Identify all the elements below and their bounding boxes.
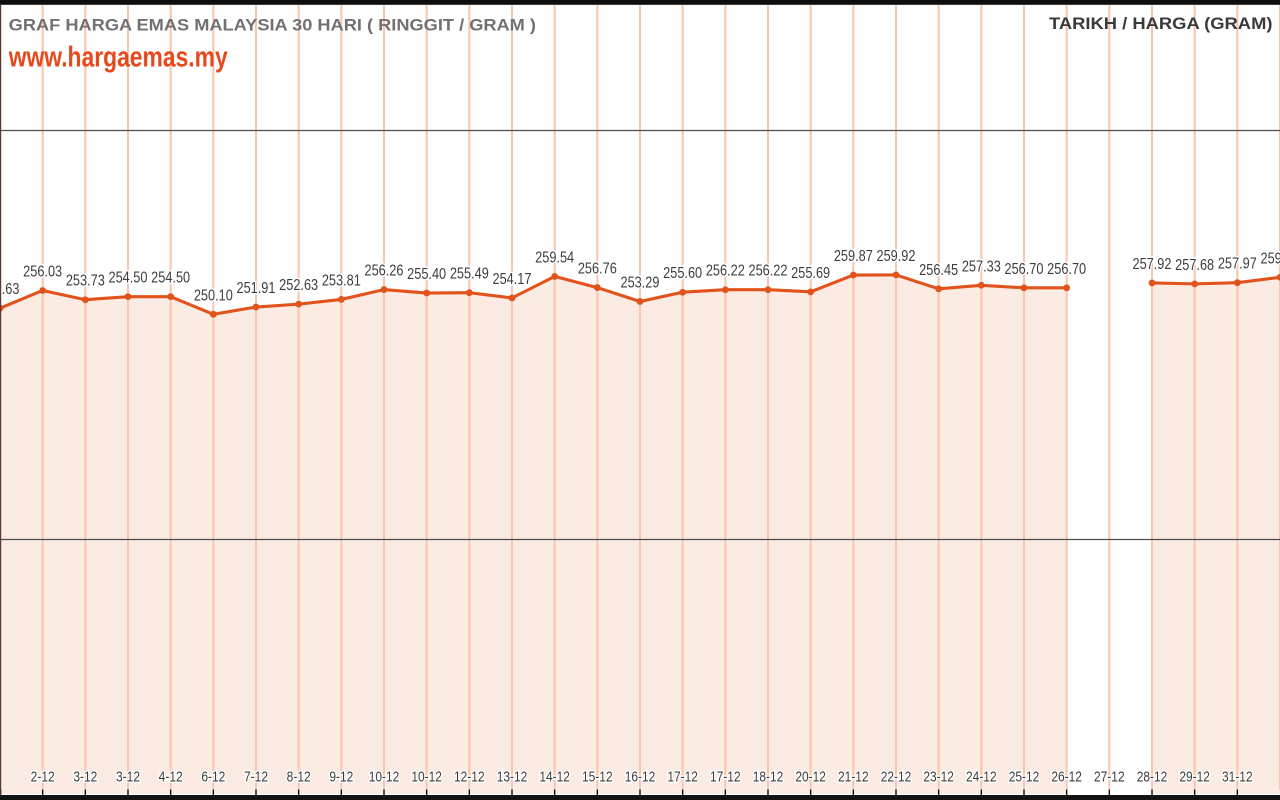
svg-text:253.73: 253.73 bbox=[66, 273, 105, 290]
svg-text:257.68: 257.68 bbox=[1175, 257, 1214, 274]
svg-text:27-12: 27-12 bbox=[1094, 769, 1125, 785]
svg-text:255.40: 255.40 bbox=[407, 266, 446, 283]
svg-text:254.50: 254.50 bbox=[109, 270, 148, 287]
svg-text:253.81: 253.81 bbox=[322, 272, 361, 289]
svg-text:259.87: 259.87 bbox=[834, 248, 873, 265]
svg-text:26-12: 26-12 bbox=[1051, 769, 1082, 785]
svg-text:25-12: 25-12 bbox=[1009, 769, 1040, 785]
svg-text:256.22: 256.22 bbox=[706, 263, 745, 280]
svg-text:257.33: 257.33 bbox=[962, 258, 1001, 275]
svg-text:259.33: 259.33 bbox=[1261, 250, 1280, 267]
svg-text:15-12: 15-12 bbox=[582, 769, 613, 785]
svg-text:13-12: 13-12 bbox=[497, 769, 528, 785]
svg-text:259.92: 259.92 bbox=[877, 248, 916, 265]
svg-text:17-12: 17-12 bbox=[710, 769, 741, 785]
svg-text:256.70: 256.70 bbox=[1047, 261, 1086, 278]
svg-text:251.63: 251.63 bbox=[0, 281, 20, 298]
svg-text:255.49: 255.49 bbox=[450, 266, 489, 283]
svg-text:256.76: 256.76 bbox=[578, 261, 617, 278]
svg-text:6-12: 6-12 bbox=[201, 769, 225, 785]
svg-text:256.22: 256.22 bbox=[749, 263, 788, 280]
svg-text:7-12: 7-12 bbox=[244, 769, 268, 785]
svg-text:28-12: 28-12 bbox=[1137, 769, 1168, 785]
svg-text:257.92: 257.92 bbox=[1133, 256, 1172, 273]
svg-text:17-12: 17-12 bbox=[667, 769, 698, 785]
svg-text:255.60: 255.60 bbox=[663, 265, 702, 282]
svg-text:250.10: 250.10 bbox=[194, 287, 233, 304]
svg-text:257.97: 257.97 bbox=[1218, 256, 1257, 273]
svg-text:29-12: 29-12 bbox=[1179, 769, 1210, 785]
svg-text:18-12: 18-12 bbox=[753, 769, 784, 785]
svg-text:259.54: 259.54 bbox=[535, 249, 574, 266]
svg-text:9-12: 9-12 bbox=[329, 769, 353, 785]
svg-text:4-12: 4-12 bbox=[159, 769, 183, 785]
svg-text:254.17: 254.17 bbox=[493, 271, 532, 288]
svg-text:252.63: 252.63 bbox=[279, 277, 318, 294]
svg-text:2-12: 2-12 bbox=[31, 769, 55, 785]
svg-text:10-12: 10-12 bbox=[369, 769, 400, 785]
svg-text:20-12: 20-12 bbox=[795, 769, 826, 785]
svg-text:8-12: 8-12 bbox=[287, 769, 311, 785]
svg-text:256.45: 256.45 bbox=[919, 262, 958, 279]
svg-text:GRAF HARGA EMAS MALAYSIA 30 HA: GRAF HARGA EMAS MALAYSIA 30 HARI ( RINGG… bbox=[9, 16, 536, 35]
svg-text:TARIKH / HARGA (GRAM): TARIKH / HARGA (GRAM) bbox=[1049, 14, 1273, 33]
svg-text:10-12: 10-12 bbox=[411, 769, 442, 785]
svg-text:22-12: 22-12 bbox=[881, 769, 912, 785]
svg-text:3-12: 3-12 bbox=[73, 769, 97, 785]
svg-text:12-12: 12-12 bbox=[454, 769, 485, 785]
svg-text:24-12: 24-12 bbox=[966, 769, 997, 785]
svg-text:3-12: 3-12 bbox=[116, 769, 140, 785]
svg-text:www.hargaemas.my: www.hargaemas.my bbox=[8, 41, 228, 73]
svg-text:31-12: 31-12 bbox=[1222, 769, 1253, 785]
svg-text:255.69: 255.69 bbox=[791, 265, 830, 282]
svg-text:256.70: 256.70 bbox=[1005, 261, 1044, 278]
svg-text:256.26: 256.26 bbox=[365, 263, 404, 280]
svg-text:254.50: 254.50 bbox=[151, 270, 190, 287]
svg-text:251.91: 251.91 bbox=[237, 280, 276, 297]
svg-text:21-12: 21-12 bbox=[838, 769, 869, 785]
svg-text:253.29: 253.29 bbox=[621, 274, 660, 291]
svg-text:256.03: 256.03 bbox=[23, 264, 62, 281]
svg-text:14-12: 14-12 bbox=[539, 769, 570, 785]
svg-text:23-12: 23-12 bbox=[923, 769, 954, 785]
svg-text:16-12: 16-12 bbox=[625, 769, 656, 785]
